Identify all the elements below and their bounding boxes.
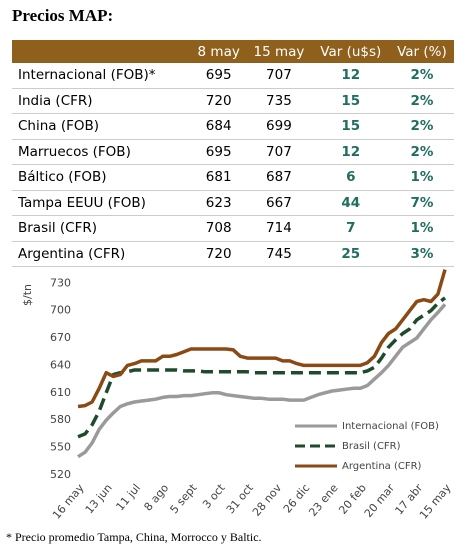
table-cell: Argentina (CFR) <box>12 241 192 267</box>
table-cell: 44 <box>311 190 390 216</box>
table-row: Argentina (CFR) 720 745 25 3% <box>12 241 454 267</box>
table-cell: 667 <box>246 190 312 216</box>
y-tick-label: 550 <box>50 441 71 454</box>
table-cell: 12 <box>311 63 390 89</box>
legend-label: Argentina (CFR) <box>342 461 422 472</box>
y-tick-label: 700 <box>50 304 71 317</box>
y-tick-label: 610 <box>50 386 71 399</box>
x-tick-label: 28 nov <box>250 481 285 519</box>
table-cell: Internacional (FOB)* <box>12 63 192 89</box>
table-row: Tampa EEUU (FOB) 623 667 44 7% <box>12 190 454 216</box>
column-header: 15 may <box>246 40 312 63</box>
table-cell: 15 <box>311 113 390 140</box>
y-tick-label: 580 <box>50 413 71 426</box>
table-cell: 707 <box>246 63 312 89</box>
table-cell: 1% <box>389 164 454 191</box>
table-row: India (CFR) 720 735 15 2% <box>12 88 454 114</box>
table-cell: India (CFR) <box>12 88 192 114</box>
table-cell: 745 <box>246 241 312 267</box>
table-cell: 695 <box>191 139 247 165</box>
y-axis-label: $/tn <box>21 284 34 306</box>
y-tick-label: 730 <box>50 276 71 289</box>
table-cell: Brasil (CFR) <box>12 215 192 242</box>
table-cell: 735 <box>246 88 312 114</box>
table-cell: 720 <box>191 241 247 267</box>
y-tick-label: 520 <box>50 468 71 481</box>
y-tick-label: 670 <box>50 331 71 344</box>
table-cell: China (FOB) <box>12 113 192 140</box>
y-tick-label: 640 <box>50 358 71 371</box>
table-cell: Báltico (FOB) <box>12 164 192 191</box>
x-tick-label: 5 sept <box>168 481 200 516</box>
header-row: 8 may 15 may Var (u$s) Var (%) <box>12 40 454 63</box>
column-header: Var (u$s) <box>311 40 390 63</box>
table-cell: 687 <box>246 164 312 191</box>
table-cell: 1% <box>389 215 454 242</box>
legend-label: Internacional (FOB) <box>342 421 439 432</box>
x-tick-label: 16 may <box>50 481 87 521</box>
table-row: Brasil (CFR) 708 714 7 1% <box>12 215 454 242</box>
footnote: * Precio promedio Tampa, China, Morrocco… <box>6 530 262 544</box>
title: Precios MAP: <box>12 6 114 25</box>
table-cell: 25 <box>311 241 390 267</box>
series-line <box>77 269 447 409</box>
table-cell: 7% <box>389 190 454 216</box>
table-cell: 12 <box>311 139 390 165</box>
table-cell: 6 <box>311 164 390 191</box>
table-row: Báltico (FOB) 681 687 6 1% <box>12 164 454 191</box>
table-cell: 2% <box>389 63 454 89</box>
table-row: China (FOB) 684 699 15 2% <box>12 113 454 140</box>
x-tick-label: 15 may <box>417 481 454 521</box>
table-cell: 2% <box>389 113 454 140</box>
column-header: Var (%) <box>389 40 454 63</box>
table-cell: 699 <box>246 113 312 140</box>
header-cell <box>12 40 192 63</box>
table-row: Internacional (FOB)* 695 707 12 2% <box>12 63 454 89</box>
x-tick-label: 23 ene <box>306 481 341 519</box>
price-table: 8 may 15 may Var (u$s) Var (%) Internaciona… <box>12 40 454 267</box>
table-cell: 681 <box>191 164 247 191</box>
table-cell: 708 <box>191 215 247 242</box>
table-cell: Marruecos (FOB) <box>12 139 192 165</box>
legend-label: Brasil (CFR) <box>342 441 401 452</box>
series-line <box>77 303 447 459</box>
table-cell: 707 <box>246 139 312 165</box>
table-cell: 695 <box>191 63 247 89</box>
table-row: Marruecos (FOB) 695 707 12 2% <box>12 139 454 165</box>
x-tick-label: 13 jun <box>83 481 115 516</box>
table-cell: 7 <box>311 215 390 242</box>
x-tick-label: 11 jul <box>113 482 143 514</box>
table-cell: 623 <box>191 190 247 216</box>
x-tick-label: 8 ago <box>141 481 171 513</box>
table-cell: 714 <box>246 215 312 242</box>
table-cell: 720 <box>191 88 247 114</box>
table-cell: 2% <box>389 139 454 165</box>
table-cell: 15 <box>311 88 390 114</box>
table-cell: 3% <box>389 241 454 267</box>
series-line <box>77 296 447 439</box>
table-cell: 2% <box>389 88 454 114</box>
x-tick-label: 20 mar <box>362 481 398 520</box>
column-header: 8 may <box>191 40 247 63</box>
table-cell: Tampa EEUU (FOB) <box>12 190 192 216</box>
table-cell: 684 <box>191 113 247 140</box>
